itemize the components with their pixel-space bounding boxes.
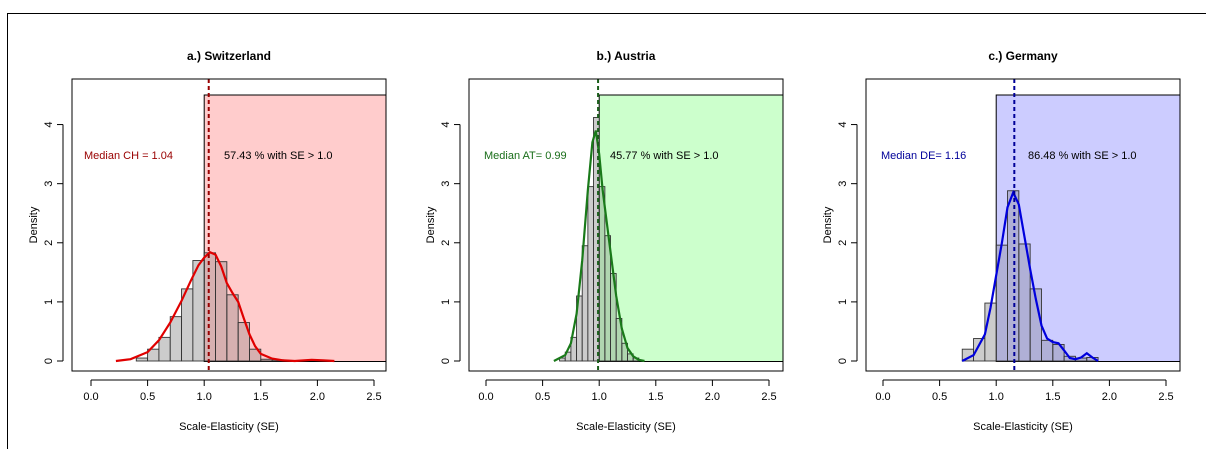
x-axis-label: Scale-Elasticity (SE) — [576, 421, 676, 433]
x-tick-label: 1.5 — [1045, 391, 1060, 403]
histogram-bar — [158, 336, 171, 362]
y-tick-label: 1 — [43, 299, 55, 305]
share-annotation: 45.77 % with SE > 1.0 — [610, 150, 719, 162]
plot-box — [71, 78, 387, 372]
x-tick-label: 0.0 — [478, 391, 493, 403]
x-tick-label: 0.5 — [535, 391, 550, 403]
x-tick-label: 0.5 — [140, 391, 155, 403]
x-tick-label: 2.5 — [761, 391, 776, 403]
y-axis-label: Density — [822, 206, 834, 243]
shaded-region-se-above-1 — [995, 94, 1181, 362]
y-tick-label: 0 — [837, 358, 849, 364]
y-tick-label: 0 — [440, 358, 452, 364]
chart-title: a.) Switzerland — [187, 49, 271, 63]
y-tick-label: 3 — [440, 181, 452, 187]
histogram-bar — [260, 358, 273, 362]
chart-title: b.) Austria — [597, 49, 656, 63]
y-tick-label: 1 — [440, 299, 452, 305]
plot-box — [468, 78, 784, 372]
x-tick-label: 1.5 — [648, 391, 663, 403]
y-tick-label: 4 — [837, 121, 849, 127]
x-tick-label: 2.0 — [1102, 391, 1117, 403]
y-tick-label: 4 — [43, 121, 55, 127]
y-tick-label: 2 — [43, 240, 55, 246]
x-tick-label: 2.5 — [366, 391, 381, 403]
share-annotation: 57.43 % with SE > 1.0 — [224, 150, 333, 162]
density-curve — [553, 130, 645, 363]
y-tick-label: 1 — [837, 299, 849, 305]
x-tick-label: 2.0 — [705, 391, 720, 403]
histogram-bar — [226, 294, 239, 362]
median-annotation: Median AT= 0.99 — [484, 150, 567, 162]
histogram-bar — [135, 357, 149, 362]
histogram-bar — [621, 342, 628, 362]
histogram-bar — [598, 186, 606, 362]
y-axis-label: Density — [425, 206, 437, 243]
histogram-bar — [604, 235, 611, 362]
x-tick-label: 2.5 — [1158, 391, 1173, 403]
y-tick-label: 3 — [43, 181, 55, 187]
shaded-region-se-above-1 — [598, 94, 784, 362]
x-tick-label: 0.0 — [875, 391, 890, 403]
density-curve — [115, 250, 335, 363]
x-tick-label: 2.0 — [310, 391, 325, 403]
median-annotation: Median CH = 1.04 — [84, 150, 173, 162]
plot-box — [865, 78, 1181, 372]
median-annotation: Median DE= 1.16 — [881, 150, 966, 162]
x-tick-label: 0.5 — [932, 391, 947, 403]
histogram-bar — [581, 245, 589, 362]
chart-title: c.) Germany — [988, 49, 1058, 63]
histogram-bar — [587, 186, 594, 362]
histogram-bar — [169, 316, 183, 362]
y-tick-label: 4 — [440, 121, 452, 127]
y-tick-label: 2 — [837, 240, 849, 246]
x-tick-label: 1.5 — [253, 391, 268, 403]
x-tick-label: 1.0 — [989, 391, 1004, 403]
x-tick-label: 0.0 — [83, 391, 98, 403]
histogram-bar — [203, 252, 216, 362]
y-tick-label: 0 — [43, 358, 55, 364]
histogram-bar — [237, 322, 250, 362]
density-curve — [961, 189, 1099, 362]
x-axis-label: Scale-Elasticity (SE) — [179, 421, 279, 433]
x-tick-label: 1.0 — [197, 391, 212, 403]
x-tick-label: 1.0 — [592, 391, 607, 403]
y-axis-label: Density — [28, 206, 40, 243]
histogram-bar — [1007, 190, 1020, 362]
y-tick-label: 2 — [440, 240, 452, 246]
shaded-region-se-above-1 — [203, 94, 387, 362]
figure-frame — [7, 13, 1206, 449]
share-annotation: 86.48 % with SE > 1.0 — [1028, 150, 1137, 162]
y-tick-label: 3 — [837, 181, 849, 187]
histogram-bar — [1041, 339, 1054, 362]
x-axis-label: Scale-Elasticity (SE) — [973, 421, 1073, 433]
